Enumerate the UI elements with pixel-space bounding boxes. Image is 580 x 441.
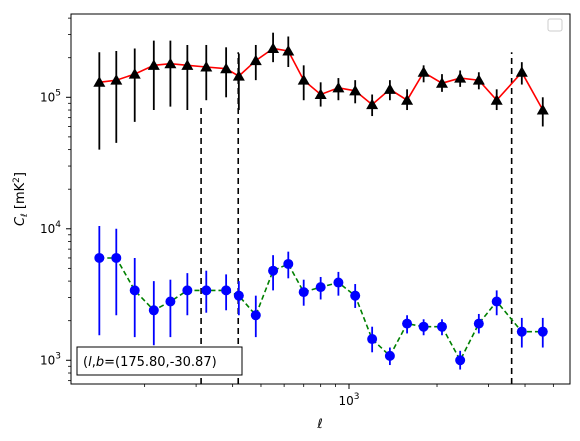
annotation-text: (l,b=(175.80,-30.87) bbox=[83, 355, 217, 370]
series-1-point-17 bbox=[384, 350, 395, 361]
series-0-point-11 bbox=[282, 44, 295, 56]
series-1-point-4 bbox=[165, 296, 176, 307]
series-0-point-16 bbox=[366, 98, 379, 110]
y-tick-label-1: 104 bbox=[40, 220, 61, 236]
series-0-point-15 bbox=[349, 84, 362, 96]
series-0-point-23 bbox=[490, 94, 503, 105]
series-0-point-19 bbox=[417, 66, 430, 77]
series-0-point-22 bbox=[472, 74, 485, 85]
series-1-point-16 bbox=[367, 334, 378, 345]
series-0-point-6 bbox=[200, 60, 213, 72]
series-1-point-8 bbox=[233, 290, 244, 301]
series-0-point-13 bbox=[314, 88, 327, 100]
y-axis-label: Cℓ [mK2] bbox=[12, 172, 30, 226]
series-0-point-8 bbox=[232, 70, 245, 81]
series-0-point-9 bbox=[249, 54, 262, 66]
x-axis-label: ℓ bbox=[316, 417, 322, 432]
series-1-point-0 bbox=[94, 252, 105, 263]
series-1-point-10 bbox=[268, 265, 279, 276]
series-0-point-4 bbox=[164, 57, 177, 69]
y-tick-label-0: 103 bbox=[40, 351, 61, 367]
series-1-point-14 bbox=[333, 277, 344, 288]
series-0-point-1 bbox=[110, 74, 123, 85]
series-0-point-10 bbox=[267, 42, 280, 54]
annotation-frame bbox=[76, 346, 243, 376]
series-0-point-25 bbox=[536, 104, 549, 115]
series-0-point-14 bbox=[332, 81, 345, 93]
series-1-point-9 bbox=[250, 310, 261, 321]
legend bbox=[547, 18, 563, 32]
series-1-point-13 bbox=[315, 282, 326, 293]
y-tick-label-2: 105 bbox=[40, 88, 61, 104]
series-0-point-18 bbox=[401, 94, 414, 105]
series-0-point-12 bbox=[297, 74, 310, 85]
series-0-point-5 bbox=[181, 59, 194, 70]
series-1-point-23 bbox=[491, 296, 502, 307]
series-1-point-25 bbox=[537, 326, 548, 337]
plot-content bbox=[93, 32, 549, 384]
series-1-point-19 bbox=[418, 321, 429, 332]
plot-area bbox=[93, 32, 549, 384]
series-0-point-2 bbox=[128, 68, 141, 79]
series-1-point-22 bbox=[473, 318, 484, 329]
series-1-point-20 bbox=[436, 321, 447, 332]
series-1-point-5 bbox=[182, 285, 193, 296]
series-1-point-15 bbox=[350, 290, 361, 301]
series-1-point-18 bbox=[402, 318, 413, 329]
series-0-point-7 bbox=[220, 62, 233, 74]
series-1-point-21 bbox=[455, 355, 466, 366]
x-tick-label-0: 103 bbox=[338, 392, 359, 408]
series-0-point-3 bbox=[147, 59, 160, 70]
series-0-point-20 bbox=[435, 77, 448, 88]
series-1-point-12 bbox=[298, 287, 309, 298]
series-1-point-7 bbox=[221, 285, 232, 296]
series-0-point-21 bbox=[454, 72, 467, 83]
ticks: 103 104 105 103 bbox=[40, 17, 554, 408]
series-0-point-0 bbox=[93, 76, 106, 87]
series-1-point-24 bbox=[516, 326, 527, 337]
series-1-point-11 bbox=[283, 258, 294, 269]
series-1-point-2 bbox=[129, 285, 140, 296]
legend-box bbox=[547, 18, 563, 32]
series-1-point-1 bbox=[111, 252, 122, 263]
series-1-line bbox=[99, 257, 543, 363]
series-0-point-17 bbox=[383, 83, 396, 94]
series-0-point-24 bbox=[515, 66, 528, 77]
series-1-point-3 bbox=[148, 305, 159, 316]
annotation-box: (l,b=(175.80,-30.87) bbox=[76, 346, 243, 376]
series-1-point-6 bbox=[201, 285, 212, 296]
